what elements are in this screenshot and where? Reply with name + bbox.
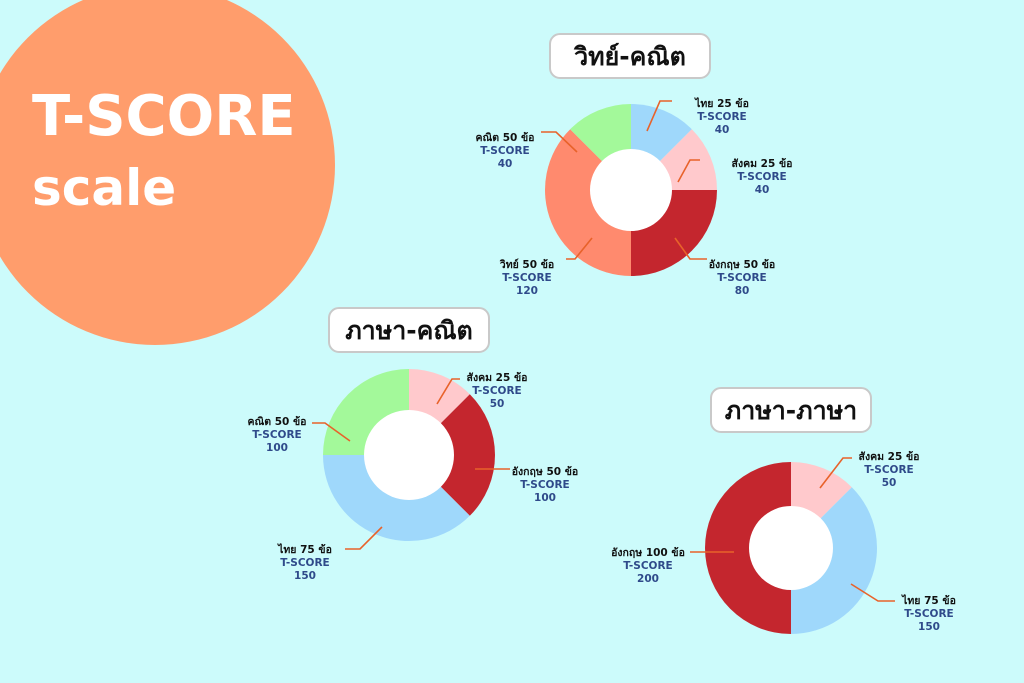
slice-metric-label: T-SCORE	[697, 111, 746, 123]
slice-metric-label: T-SCORE	[280, 557, 329, 569]
donut-hole	[749, 506, 833, 590]
slice-metric-label: T-SCORE	[737, 171, 786, 183]
leader-line	[819, 457, 852, 489]
leader-line	[677, 159, 700, 183]
slice-value: 40	[755, 184, 770, 196]
slice-label: คณิต 50 ข้อ	[248, 415, 307, 428]
chart-title-box	[549, 33, 711, 79]
slice-metric-label: T-SCORE	[472, 385, 521, 397]
slice-value: 150	[918, 621, 940, 633]
chart-title: วิทย์-คณิต	[573, 42, 686, 71]
slice-value: 100	[266, 442, 288, 454]
donut-slice-วิทย์-50-ข้อ	[544, 129, 631, 276]
slice-value: 40	[498, 158, 513, 170]
slice-label: ไทย 25 ข้อ	[694, 97, 749, 110]
chart-title: ภาษา-ภาษา	[725, 396, 857, 425]
hero-subtitle: scale	[32, 159, 176, 217]
leader-line	[436, 378, 460, 405]
slice-metric-label: T-SCORE	[717, 272, 766, 284]
slice-value: 50	[490, 398, 505, 410]
donut-hole	[590, 149, 672, 231]
leader-line	[850, 583, 895, 602]
leader-line	[646, 100, 672, 132]
slice-value: 100	[534, 492, 556, 504]
leader-line	[312, 422, 351, 442]
chart-title-box	[710, 387, 872, 433]
slice-value: 40	[715, 124, 730, 136]
slice-metric-label: T-SCORE	[252, 429, 301, 441]
slice-value: 200	[637, 573, 659, 585]
slice-metric-label: T-SCORE	[502, 272, 551, 284]
donut-hole	[364, 410, 454, 500]
slice-metric-label: T-SCORE	[623, 560, 672, 572]
slice-label: ไทย 75 ข้อ	[277, 543, 332, 556]
slice-label: สังคม 25 ข้อ	[732, 157, 793, 170]
slice-label: สังคม 25 ข้อ	[859, 450, 920, 463]
slice-metric-label: T-SCORE	[520, 479, 569, 491]
leader-line	[674, 237, 707, 260]
donut-slice-อังกฤษ-100-ข้อ	[705, 462, 791, 634]
slice-label: วิทย์ 50 ข้อ	[499, 258, 554, 271]
hero-circle	[0, 0, 335, 345]
slice-metric-label: T-SCORE	[904, 608, 953, 620]
leader-line	[345, 526, 383, 550]
donut-slice-ไทย-75-ข้อ	[791, 487, 877, 634]
slice-metric-label: T-SCORE	[864, 464, 913, 476]
slice-metric-label: T-SCORE	[480, 145, 529, 157]
slice-label: คณิต 50 ข้อ	[476, 131, 535, 144]
chart-title-box	[328, 307, 490, 353]
slice-value: 120	[516, 285, 538, 297]
slice-label: อังกฤษ 50 ข้อ	[512, 465, 578, 478]
leader-line	[541, 131, 578, 153]
slice-label: อังกฤษ 100 ข้อ	[611, 546, 685, 559]
slice-value: 150	[294, 570, 316, 582]
slice-label: สังคม 25 ข้อ	[467, 371, 528, 384]
slice-value: 50	[882, 477, 897, 489]
chart-title: ภาษา-คณิต	[345, 316, 473, 345]
slice-value: 80	[735, 285, 750, 297]
hero-title: T-SCORE	[32, 84, 296, 149]
slice-label: อังกฤษ 50 ข้อ	[709, 258, 775, 271]
leader-line	[566, 237, 593, 260]
slice-label: ไทย 75 ข้อ	[901, 594, 956, 607]
